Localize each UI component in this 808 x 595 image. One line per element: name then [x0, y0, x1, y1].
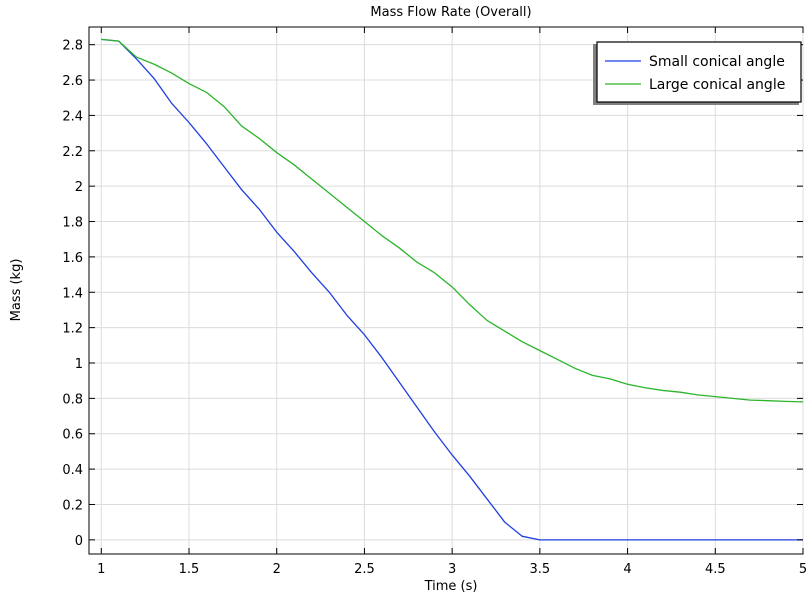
- x-tick-label: 2: [273, 562, 281, 577]
- legend-label-2: Large conical angle: [649, 77, 785, 93]
- legend: Small conical angle Large conical angle: [593, 41, 802, 105]
- y-tick-label: 1.2: [62, 322, 83, 337]
- y-tick-label: 0.2: [62, 498, 83, 513]
- y-axis-title: Mass (kg): [9, 259, 24, 322]
- y-tick-label: 2.6: [62, 74, 83, 89]
- y-tick-label: 1.6: [62, 251, 83, 266]
- y-tick-label: 0: [75, 534, 83, 549]
- series-line-1: [101, 38, 803, 541]
- y-tick-label: 0.6: [62, 428, 83, 443]
- legend-items: Small conical angle Large conical angle: [605, 54, 785, 93]
- y-tick-label: 2.2: [62, 145, 83, 160]
- x-tick-label: 1.5: [179, 562, 200, 577]
- x-axis-ticks: 1 1.5 2 2.5 3 3.5 4 4.5 5: [97, 27, 807, 577]
- legend-box: [596, 41, 802, 103]
- y-tick-label: 2: [75, 180, 83, 195]
- plot-area: 1 1.5 2 2.5 3 3.5 4 4.5 5 0 0.2 0.4 0.6 0.8 1 1.2 1.4 1.…: [62, 26, 807, 577]
- y-tick-label: 0.4: [62, 463, 83, 478]
- y-tick-label: 1.4: [62, 286, 83, 301]
- y-tick-label: 2.8: [62, 39, 83, 54]
- x-tick-label: 5: [799, 562, 807, 577]
- x-gridlines: [100, 27, 804, 554]
- plot-frame: [88, 26, 804, 555]
- x-tick-label: 2.5: [354, 562, 375, 577]
- y-tick-label: 1: [75, 357, 83, 372]
- y-tick-label: 0.8: [62, 392, 83, 407]
- y-tick-label: 1.8: [62, 216, 83, 231]
- y-tick-label: 2.4: [62, 109, 83, 124]
- x-tick-label: 4.5: [705, 562, 726, 577]
- x-tick-label: 3.5: [530, 562, 551, 577]
- y-axis-ticks: 0 0.2 0.4 0.6 0.8 1 1.2 1.4 1.6 1.8 2 2.2 2.4 2.6 2.8: [62, 39, 803, 549]
- series-line-2: [101, 38, 804, 403]
- chart-title: Mass Flow Rate (Overall): [370, 5, 531, 20]
- series-layer: [101, 38, 804, 541]
- x-tick-label: 1: [97, 562, 105, 577]
- x-tick-label: 3: [448, 562, 456, 577]
- x-tick-label: 4: [623, 562, 631, 577]
- legend-label-1: Small conical angle: [649, 54, 785, 70]
- x-axis-title: Time (s): [424, 579, 478, 594]
